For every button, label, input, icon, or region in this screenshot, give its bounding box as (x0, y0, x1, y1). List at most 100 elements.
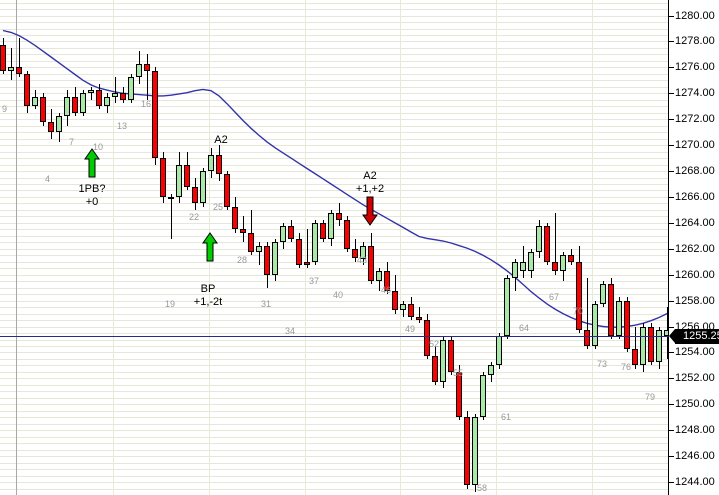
axis-tick-label: 1266.00 (675, 191, 715, 203)
gridline-horizontal (0, 456, 669, 457)
candle-body (600, 284, 606, 304)
axis-tick-mark (669, 275, 674, 276)
gridline-vertical (592, 0, 593, 495)
bar-number-label: 49 (405, 324, 416, 334)
bar-number-label: 76 (621, 362, 632, 372)
axis-tick-label: 1268.00 (675, 165, 715, 177)
candle-body (544, 226, 550, 262)
axis-tick-mark (669, 41, 674, 42)
gridline-horizontal (0, 29, 669, 30)
bar-number-label: 16 (141, 99, 152, 109)
gridline-horizontal (0, 113, 669, 114)
candle-body (232, 206, 238, 230)
gridline-horizontal (0, 80, 669, 81)
axis-tick-mark (669, 404, 674, 405)
gridline-horizontal (0, 352, 669, 353)
axis-tick-mark (669, 482, 674, 483)
annotation-label: BP (200, 283, 216, 295)
bar-number-label: 10 (93, 142, 104, 152)
candle-wick (307, 229, 308, 269)
candle-body (120, 93, 126, 100)
gridline-horizontal (0, 242, 669, 243)
candle-wick (635, 326, 636, 369)
bar-number-label: 43 (357, 255, 368, 265)
candle-body (664, 329, 669, 337)
bar-number-label: 46 (381, 285, 392, 295)
annotation-result: +0 (85, 196, 99, 208)
gridline-horizontal (0, 333, 669, 334)
candle-body (472, 417, 478, 486)
candle-body (8, 67, 14, 71)
candle-wick (91, 86, 92, 100)
chart-plot-area[interactable]: 9 4 7 10 13 16 19 22 25 28 31 34 37 40 43 46 49 52 55 58 61 6… (0, 0, 669, 495)
bar-number-label: 64 (519, 323, 530, 333)
candle-body (352, 248, 358, 259)
gridline-horizontal (0, 74, 669, 75)
gridline-horizontal (0, 489, 669, 490)
axis-tick-mark (669, 430, 674, 431)
gridline-horizontal (0, 87, 669, 88)
axis-tick-mark (669, 16, 674, 17)
candle-body (304, 261, 310, 265)
candle-wick (251, 209, 252, 256)
candle-body (288, 226, 294, 240)
candle-body (496, 336, 502, 366)
annotation-label: A2 (214, 134, 228, 146)
gridline-horizontal (0, 132, 669, 133)
bar-number-label: 9 (2, 104, 8, 114)
gridline-vertical (305, 0, 306, 495)
candle-wick (171, 193, 172, 240)
axis-tick-label: 1264.00 (675, 217, 715, 229)
candle-body (88, 90, 94, 94)
candle-body (624, 300, 630, 350)
candle-body (96, 90, 102, 107)
candle-body (56, 115, 62, 133)
gridline-horizontal (0, 288, 669, 289)
candle-body (48, 122, 54, 133)
candle-body (576, 261, 582, 330)
gridline-horizontal (0, 385, 669, 386)
gridline-horizontal (0, 372, 669, 373)
bar-number-label: 19 (165, 299, 176, 309)
gridline-vertical (400, 0, 401, 495)
gridline-horizontal (0, 437, 669, 438)
gridline-horizontal (0, 320, 669, 321)
price-axis[interactable]: 1280.00 1278.00 1276.00 1274.00 1272.00 1270.… (668, 0, 719, 495)
candle-body (520, 261, 526, 272)
candle-wick (115, 77, 116, 103)
gridline-horizontal (0, 463, 669, 464)
candle-body (488, 365, 494, 376)
candle-body (528, 252, 534, 272)
candle-body (64, 96, 70, 116)
gridline-horizontal (0, 346, 669, 347)
axis-tick-mark (669, 93, 674, 94)
candle-body (80, 93, 86, 113)
gridline-horizontal (0, 469, 669, 470)
gridline-horizontal (0, 223, 669, 224)
gridline-horizontal (0, 126, 669, 127)
buy-arrow-up-icon (202, 232, 218, 262)
gridline-horizontal (0, 307, 669, 308)
candle-body (480, 375, 486, 418)
gridline-vertical (16, 0, 17, 495)
bar-number-label: 34 (285, 326, 296, 336)
candle-body (504, 277, 510, 337)
gridline-horizontal (0, 22, 669, 23)
annotation-label: 1PB? (78, 183, 106, 195)
candle-body (592, 303, 598, 346)
gridline-horizontal (0, 301, 669, 302)
axis-tick-label: 1276.00 (675, 61, 715, 73)
candle-body (40, 96, 46, 123)
candle-body (392, 290, 398, 311)
candle-body (408, 303, 414, 317)
bar-number-label: 28 (237, 255, 248, 265)
axis-tick-label: 1278.00 (675, 35, 715, 47)
axis-tick-label: 1256.00 (675, 321, 715, 333)
axis-tick-mark (669, 67, 674, 68)
axis-tick-mark (669, 456, 674, 457)
candle-body (560, 255, 566, 272)
bar-number-label: 73 (597, 359, 608, 369)
current-price-line (0, 336, 669, 337)
candle-body (320, 222, 326, 240)
